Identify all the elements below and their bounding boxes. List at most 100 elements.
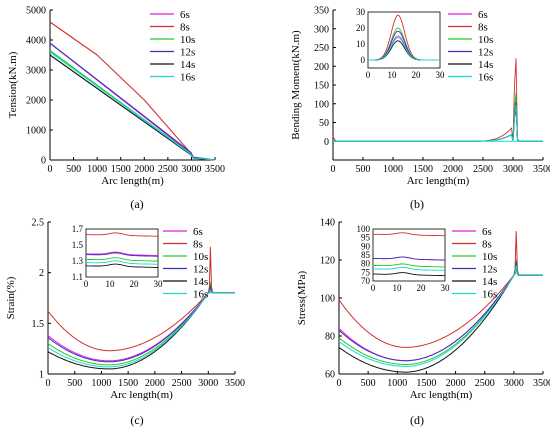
inset-y-tick-label: 70 xyxy=(361,276,371,286)
inset-x-tick-label: 0 xyxy=(366,70,371,80)
x-tick-label: 2500 xyxy=(473,164,493,175)
x-tick-label: 0 xyxy=(337,378,342,389)
x-tick-label: 2000 xyxy=(443,164,463,175)
y-tick-label: 1000 xyxy=(26,126,46,137)
x-tick-label: 3000 xyxy=(181,164,201,175)
x-tick-label: 0 xyxy=(331,164,336,175)
x-tick-label: 1000 xyxy=(91,378,111,389)
legend-label-8s: 8s xyxy=(180,22,190,34)
legend-label-16s: 16s xyxy=(478,72,493,84)
x-tick-label: 3500 xyxy=(533,378,550,389)
inset-x-tick-label: 30 xyxy=(441,283,451,293)
legend-label-14s: 14s xyxy=(180,59,195,71)
x-tick-label: 0 xyxy=(48,164,53,175)
panel-0: 0 500 1000 1500 2000 2500 3000 3500010002000300… xyxy=(7,6,225,212)
x-axis-label: Arc length(m) xyxy=(410,389,473,401)
y-tick-label: 120 xyxy=(320,256,335,267)
inset-y-tick-label: 80 xyxy=(361,259,371,269)
inset-x-tick-label: 10 xyxy=(388,70,398,80)
legend-label-6s: 6s xyxy=(193,226,203,238)
y-tick-label: 2000 xyxy=(26,96,46,107)
panel-caption: (a) xyxy=(130,197,143,211)
inset-line-16s xyxy=(86,260,158,265)
legend-label-14s: 14s xyxy=(193,276,208,288)
x-axis-label: Arc length(m) xyxy=(101,175,164,187)
legend-label-8s: 8s xyxy=(482,239,492,251)
x-tick-label: 500 xyxy=(356,164,371,175)
x-tick-label: 500 xyxy=(361,378,376,389)
x-tick-label: 1500 xyxy=(413,164,433,175)
inset-y-tick-label: 20 xyxy=(356,23,366,33)
y-tick-label: 300 xyxy=(314,24,329,35)
x-tick-label: 3500 xyxy=(205,164,225,175)
inset-y-tick-label: 0 xyxy=(361,55,366,65)
inset-line-12s xyxy=(86,252,158,257)
inset-x-tick-label: 0 xyxy=(84,279,89,289)
inset-x-tick-label: 10 xyxy=(106,279,116,289)
legend-label-16s: 16s xyxy=(482,289,497,301)
y-tick-label: 1 xyxy=(39,370,44,381)
legend-label-10s: 10s xyxy=(482,251,497,263)
inset-x-tick-label: 20 xyxy=(130,279,140,289)
inset-y-tick-label: 90 xyxy=(361,241,371,251)
y-tick-label: 1.5 xyxy=(32,319,45,330)
y-axis-label: Stress(MPa) xyxy=(296,270,308,325)
y-axis-label: Bending Moment(kN.m) xyxy=(290,30,302,140)
inset-line-10s xyxy=(86,257,158,262)
panel-1: 0500100015002000250030003500050100150200… xyxy=(290,6,550,212)
y-tick-label: 5000 xyxy=(26,6,46,17)
y-tick-label: 2 xyxy=(39,268,44,279)
y-tick-label: 250 xyxy=(314,43,329,54)
y-axis-label: Strain(%) xyxy=(5,276,17,319)
x-tick-label: 2000 xyxy=(145,378,165,389)
legend-label-12s: 12s xyxy=(193,264,208,276)
legend-label-12s: 12s xyxy=(478,47,493,59)
inset: 0 10 20 30 0 10 20 30 xyxy=(356,7,445,80)
y-tick-label: 4000 xyxy=(26,36,46,47)
x-tick-label: 0 xyxy=(46,378,51,389)
x-tick-label: 1000 xyxy=(87,164,107,175)
series-line-14s xyxy=(47,290,235,370)
y-tick-label: 140 xyxy=(320,218,335,229)
legend-label-14s: 14s xyxy=(478,59,493,71)
inset-y-tick-label: 30 xyxy=(356,7,366,17)
x-tick-label: 1000 xyxy=(383,164,403,175)
x-tick-label: 3500 xyxy=(533,164,550,175)
x-tick-label: 2500 xyxy=(158,164,178,175)
inset-frame xyxy=(372,228,446,282)
inset-line-8s xyxy=(86,232,158,237)
panel-caption: (c) xyxy=(130,413,143,427)
y-tick-label: 80 xyxy=(325,332,335,343)
legend-label-6s: 6s xyxy=(478,9,488,21)
series-line-16s xyxy=(47,289,235,368)
inset-x-tick-label: 10 xyxy=(393,283,403,293)
x-tick-label: 1500 xyxy=(416,378,436,389)
inset-x-tick-label: 20 xyxy=(417,283,427,293)
inset-y-tick-label: 95 xyxy=(361,233,371,243)
inset-x-tick-label: 0 xyxy=(371,283,376,293)
x-tick-label: 2000 xyxy=(446,378,466,389)
x-tick-label: 3000 xyxy=(504,378,524,389)
series-line-10s xyxy=(332,92,543,142)
x-tick-label: 3000 xyxy=(198,378,218,389)
legend-label-6s: 6s xyxy=(180,9,190,21)
inset-x-tick-label: 30 xyxy=(154,279,164,289)
inset-y-tick-label: 85 xyxy=(361,250,371,260)
inset-y-tick-label: 1.5 xyxy=(72,240,84,250)
x-tick-label: 2500 xyxy=(475,378,495,389)
inset-line-16s xyxy=(373,266,445,271)
series-line-8s xyxy=(338,231,543,348)
legend-label-12s: 12s xyxy=(180,47,195,59)
x-tick-label: 1000 xyxy=(387,378,407,389)
x-tick-label: 500 xyxy=(66,164,81,175)
x-tick-label: 2500 xyxy=(172,378,192,389)
legend-label-16s: 16s xyxy=(193,289,208,301)
series-line-16s xyxy=(338,265,543,367)
inset-line-10s xyxy=(373,263,446,268)
panel-caption: (d) xyxy=(410,413,424,427)
panel-3: 0500100015002000250030003500608010012014… xyxy=(296,218,550,428)
legend-label-8s: 8s xyxy=(193,239,203,251)
